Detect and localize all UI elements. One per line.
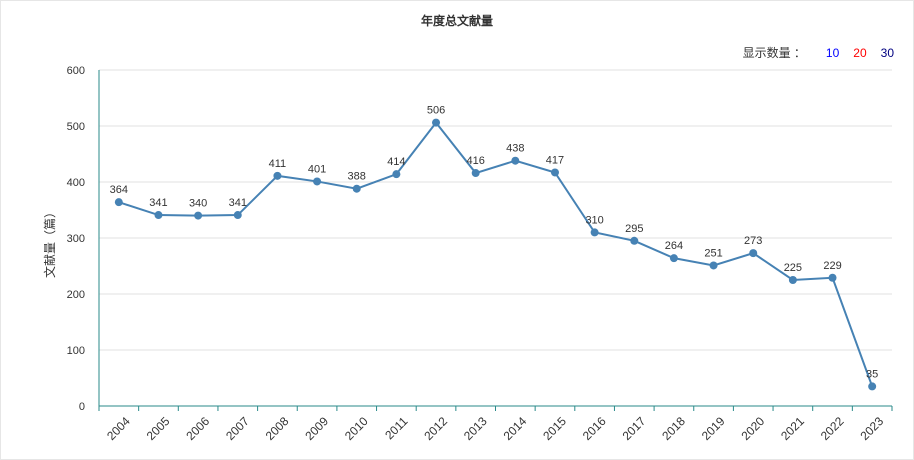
axes	[98, 70, 893, 411]
y-tick-label: 400	[67, 177, 85, 189]
data-point	[749, 249, 758, 258]
data-label: 341	[149, 197, 167, 209]
data-label: 411	[269, 158, 287, 170]
data-point	[114, 198, 123, 207]
data-label: 438	[506, 143, 524, 155]
x-tick-label: 2010	[342, 414, 371, 443]
data-point	[709, 261, 718, 270]
data-point	[352, 184, 361, 193]
data-label: 416	[466, 155, 484, 167]
data-label: 35	[866, 368, 878, 380]
chart-title: 年度总文献量	[420, 14, 493, 28]
display-count-30-button[interactable]: 30	[880, 45, 894, 60]
x-tick-label: 2019	[699, 414, 728, 443]
display-count-10-button[interactable]: 10	[825, 45, 840, 60]
x-tick-label: 2012	[421, 414, 450, 443]
x-tick-label: 2021	[778, 414, 807, 443]
y-axis-label: 文献量（篇）	[42, 206, 57, 278]
data-point	[511, 156, 520, 165]
data-label: 401	[308, 163, 326, 175]
data-point	[471, 169, 480, 178]
data-point	[392, 170, 401, 179]
data-label: 295	[625, 223, 643, 235]
y-tick-label: 100	[67, 345, 85, 357]
display-count-label: 显示数量 ：	[742, 46, 806, 60]
series-line	[118, 121, 874, 387]
data-point	[273, 171, 282, 180]
data-label: 417	[546, 154, 564, 166]
x-tick-label: 2023	[857, 414, 886, 443]
y-axis-ticks: 0 100 200 300 400 500 600	[67, 65, 85, 413]
data-label: 364	[110, 184, 128, 196]
y-tick-label: 0	[79, 401, 85, 413]
grid-lines	[99, 69, 892, 351]
x-tick-label: 2005	[144, 414, 173, 443]
data-label: 341	[229, 197, 247, 209]
data-point	[233, 211, 242, 220]
x-tick-label: 2004	[104, 414, 133, 443]
x-tick-label: 2022	[818, 414, 847, 443]
x-tick-label: 2017	[620, 414, 649, 443]
data-label: 225	[784, 262, 802, 274]
data-point	[669, 254, 678, 263]
data-point	[788, 276, 797, 284]
data-point	[590, 228, 599, 237]
data-label: 251	[704, 247, 722, 259]
y-tick-label: 600	[67, 65, 85, 77]
data-labels: 364 341 340 341 411 401 388 414 506 416 438 417 310 2…	[110, 105, 879, 381]
x-tick-label: 2007	[223, 414, 252, 443]
data-label: 340	[189, 198, 207, 210]
data-label: 264	[665, 240, 683, 252]
y-tick-label: 200	[67, 289, 85, 301]
x-tick-label: 2016	[580, 414, 609, 443]
data-label: 310	[585, 214, 603, 226]
y-tick-label: 300	[67, 233, 85, 245]
data-point	[868, 382, 877, 391]
data-point	[432, 118, 441, 127]
x-tick-label: 2014	[501, 414, 530, 443]
display-count-20-button[interactable]: 20	[853, 45, 867, 60]
data-point	[630, 236, 639, 245]
data-label: 388	[348, 171, 366, 183]
x-tick-label: 2011	[382, 414, 410, 442]
data-label: 506	[427, 105, 445, 117]
x-tick-label: 2018	[659, 414, 688, 443]
x-tick-label: 2015	[540, 414, 569, 443]
data-label: 273	[744, 235, 762, 247]
x-tick-label: 2008	[263, 414, 292, 443]
data-point	[828, 273, 837, 282]
data-point	[194, 211, 203, 220]
data-point	[154, 211, 163, 220]
data-point	[550, 168, 559, 177]
x-tick-label: 2013	[461, 414, 490, 443]
series	[114, 118, 877, 391]
display-count-control: 显示数量 ： 10 20 30	[743, 44, 894, 61]
x-tick-label: 2006	[183, 414, 212, 443]
x-axis-ticks: 2004 2005 2006 2007 2008 2009 2010 2011 2012 2013…	[104, 414, 886, 443]
x-tick-label: 2009	[302, 414, 331, 443]
data-label: 414	[387, 156, 405, 168]
data-label: 229	[823, 260, 841, 272]
data-point	[313, 177, 322, 186]
y-tick-label: 500	[67, 121, 85, 133]
x-tick-label: 2020	[739, 414, 768, 443]
